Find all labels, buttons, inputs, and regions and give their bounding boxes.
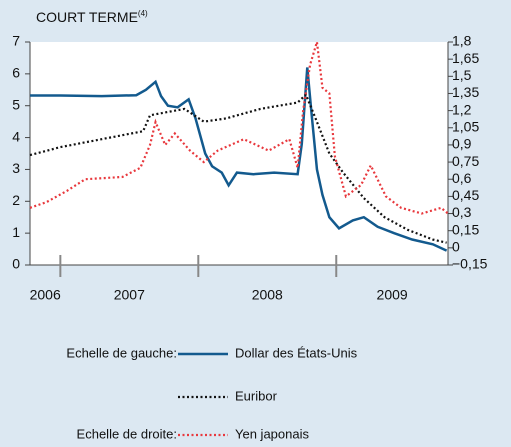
y2-tick-label: 1,2 [452, 101, 472, 117]
y2-tick-label: 0,9 [452, 136, 472, 152]
scale-label: Echelle de droite: [77, 426, 177, 441]
series-line [30, 67, 448, 252]
legend-label: Euribor [235, 388, 278, 403]
x-tick-label: 2009 [377, 287, 408, 303]
y2-tick-label: 0,45 [452, 187, 479, 203]
title-note: (4) [138, 9, 148, 18]
y2-tick-label: 0,15 [452, 221, 479, 237]
y2-tick-label: 0,6 [452, 170, 472, 186]
title-text: COURT TERME [36, 9, 138, 25]
legend-label: Yen japonais [235, 426, 309, 441]
y2-tick-label: 1,5 [452, 67, 472, 83]
y-tick-label: 4 [12, 128, 20, 144]
y-tick-label: 2 [12, 192, 20, 208]
x-tick-label: 2006 [30, 287, 61, 303]
y-tick-label: 1 [12, 224, 20, 240]
y2-tick-label: 1,65 [452, 50, 479, 66]
y-tick-label: 5 [12, 96, 20, 112]
series-line [29, 92, 447, 244]
y-tick-label: 6 [12, 65, 20, 81]
y-tick-label: 7 [12, 33, 20, 49]
y2-tick-label: 0,3 [452, 204, 472, 220]
y2-tick-label: 1,35 [452, 84, 479, 100]
legend-label: Dollar des États-Unis [235, 345, 358, 360]
y2-tick-label: 0 [452, 239, 460, 255]
y-tick-label: 3 [12, 160, 20, 176]
x-tick-label: 2007 [114, 287, 145, 303]
scale-label: Echelle de gauche: [66, 345, 177, 360]
y2-tick-label: 1,8 [452, 33, 472, 49]
plot-area [30, 42, 448, 265]
y2-tick-label: 0,75 [452, 153, 479, 169]
y2-tick-label: −0,15 [452, 256, 488, 272]
x-tick-label: 2008 [252, 287, 283, 303]
y2-tick-label: 1,05 [452, 118, 479, 134]
chart-title: COURT TERME(4) [36, 9, 148, 25]
y-tick-label: 0 [12, 256, 20, 272]
